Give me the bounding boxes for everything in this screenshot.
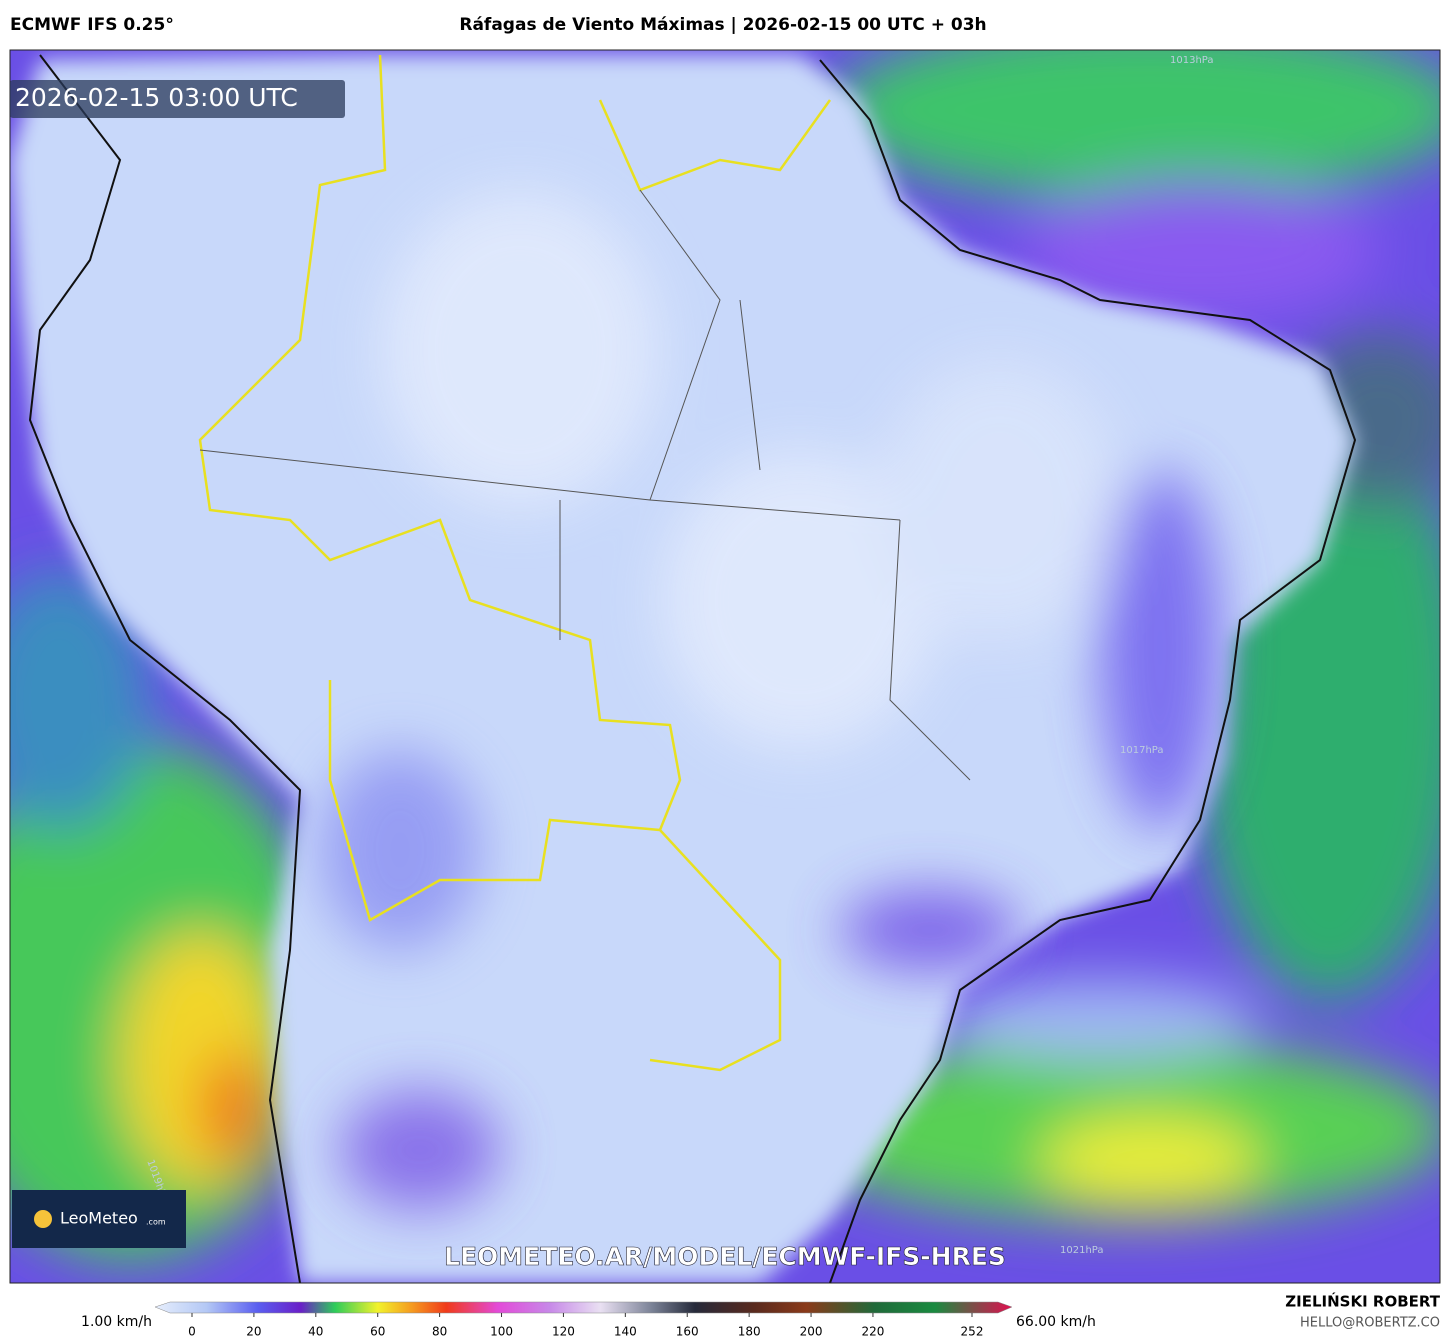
map-title: Ráfagas de Viento Máximas | 2026-02-15 0… bbox=[459, 15, 986, 35]
colorbar-tick-label: 220 bbox=[861, 1325, 884, 1339]
colorbar-tick-label: 200 bbox=[800, 1325, 823, 1339]
author: ZIELIŃSKI ROBERT bbox=[1285, 1292, 1440, 1311]
colorbar-tick-label: 120 bbox=[552, 1325, 575, 1339]
colorbar-tick-label: 252 bbox=[961, 1325, 984, 1339]
colorbar-tick-label: 180 bbox=[738, 1325, 761, 1339]
colorbar-min-label: 1.00 km/h bbox=[81, 1314, 152, 1330]
borders bbox=[198, 54, 832, 1072]
colorbar-tick-label: 60 bbox=[370, 1325, 385, 1339]
state-borders bbox=[199, 189, 971, 781]
colorbar-tick-label: 80 bbox=[432, 1325, 447, 1339]
source-url: LEOMETEO.AR/MODEL/ECMWF-IFS-HRES bbox=[444, 1242, 1006, 1271]
colorbar-tick-label: 160 bbox=[676, 1325, 699, 1339]
isobar-label: 1013hPa bbox=[1170, 55, 1214, 66]
model-name: ECMWF IFS 0.25° bbox=[10, 15, 174, 35]
colorbar-tick-label: 0 bbox=[188, 1325, 196, 1339]
colorbar-max-label: 66.00 km/h bbox=[1016, 1314, 1096, 1330]
colorbar-tick-label: 140 bbox=[614, 1325, 637, 1339]
timestamp: 2026-02-15 03:00 UTC bbox=[15, 83, 298, 112]
logo-suffix: .com bbox=[146, 1218, 166, 1227]
colorbar bbox=[154, 1301, 1013, 1314]
map: 1013hPa 1017hPa 1019hPa 1021hPa bbox=[10, 50, 1440, 1283]
colorbar-tick-label: 20 bbox=[246, 1325, 261, 1339]
logo-name: LeoMeteo bbox=[60, 1209, 138, 1228]
isobar-label: 1017hPa bbox=[1120, 745, 1164, 756]
coastline bbox=[28, 54, 1357, 1283]
colorbar-tick-label: 100 bbox=[490, 1325, 513, 1339]
email: HELLO@ROBERTZ.CO bbox=[1300, 1316, 1440, 1331]
colorbar-tick-label: 40 bbox=[308, 1325, 323, 1339]
isobar-label: 1021hPa bbox=[1060, 1245, 1104, 1256]
